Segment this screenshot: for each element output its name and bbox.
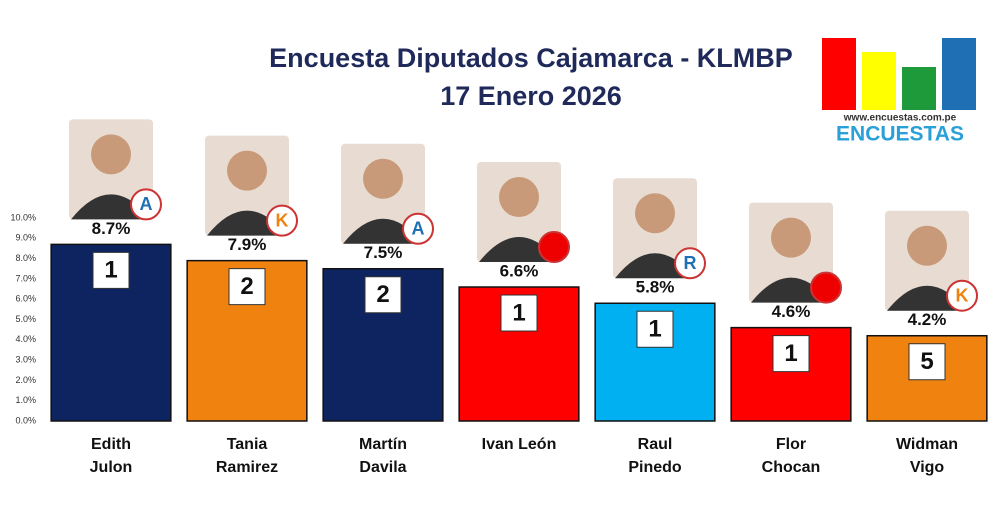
candidate-head [771,217,811,258]
party-logo-letter: A [412,219,425,239]
y-tick-label: 6.0% [15,294,36,304]
party-logo [674,247,706,280]
candidate-head [499,177,539,218]
seat-count: 2 [376,281,389,308]
y-tick-label: 0.0% [15,415,36,425]
party-logo [538,231,570,264]
y-tick-label: 2.0% [15,375,36,385]
y-tick-label: 5.0% [15,314,36,324]
y-tick-label: 10.0% [10,212,36,222]
candidate-head [91,134,131,175]
logo-bar [902,67,936,110]
seat-count: 1 [784,340,797,367]
party-logo-letter: K [956,285,969,305]
y-tick-label: 7.0% [15,273,36,283]
y-tick-label: 1.0% [15,395,36,405]
candidate-head [363,158,403,199]
logo-bar [942,38,976,110]
party-logo [266,204,298,237]
party-logo-letter: A [140,194,153,214]
logo-bar [822,38,856,110]
chart-title: Encuesta Diputados Cajamarca - KLMBP [269,43,793,73]
y-tick-label: 3.0% [15,354,36,364]
party-logo [810,271,842,304]
party-logo [130,188,162,221]
candidate-head [907,225,947,266]
value-label: 5.8% [636,278,675,297]
seat-count: 1 [512,299,525,326]
logo-name: ENCUESTAS [836,123,964,146]
seat-box [772,335,810,373]
x-tick-label: Flor Chocan [761,436,821,476]
y-tick-label: 8.0% [15,253,36,263]
y-tick-label: 9.0% [15,233,36,243]
party-logo [946,279,978,312]
y-tick-label: 4.0% [15,334,36,344]
candidate-head [635,193,675,234]
seat-box [908,343,946,381]
x-tick-label: Ivan León [481,436,557,453]
value-label: 4.2% [908,310,947,329]
seat-count: 5 [920,348,933,375]
logo: www.encuestas.com.pe ENCUESTAS [822,38,976,146]
seat-count: 1 [648,316,661,343]
seat-box [228,268,266,306]
logo-bar [862,52,896,110]
value-label: 4.6% [772,302,811,321]
x-tick-label: Tania Ramirez [215,436,279,476]
value-label: 8.7% [92,219,131,238]
party-logo [402,212,434,245]
seat-box [92,251,130,289]
value-label: 6.6% [500,262,539,281]
candidate-head [227,150,267,191]
x-tick-label: Widman Vigo [895,436,959,476]
seat-box [500,294,538,332]
chart-subtitle: 17 Enero 2026 [440,81,622,111]
x-tick-label: Martín Davila [359,436,407,476]
seat-box [364,276,402,314]
seat-count: 1 [104,257,117,284]
party-logo-letter: K [276,210,289,230]
value-label: 7.9% [228,235,267,254]
seat-box [636,310,674,348]
x-tick-label: Edith Julon [89,436,133,476]
party-logo-letter: R [684,253,697,273]
value-label: 7.5% [364,243,403,262]
logo-url: www.encuestas.com.pe [843,113,957,124]
x-tick-label: Raul Pinedo [628,436,682,476]
seat-count: 2 [240,273,253,300]
